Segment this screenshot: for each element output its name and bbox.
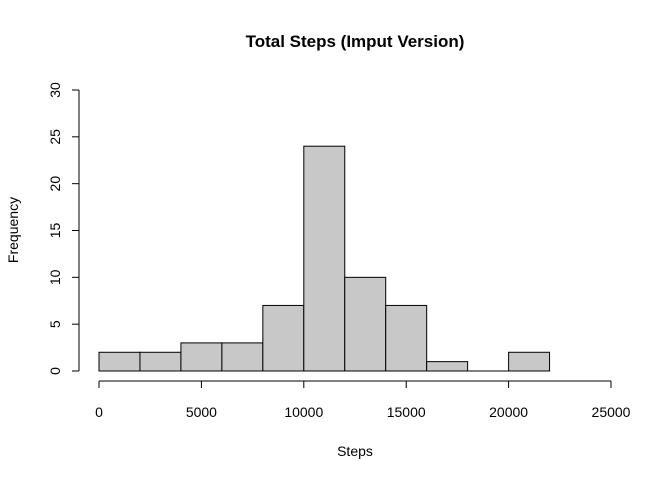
x-tick-label: 0 [95, 404, 103, 420]
x-tick-label: 15000 [387, 404, 426, 420]
histogram-bar [139, 351, 182, 372]
x-axis-label: Steps [337, 443, 373, 459]
y-tick-label: 5 [47, 320, 63, 328]
histogram-bar [303, 145, 346, 372]
y-tick-label: 20 [47, 176, 63, 192]
x-tick-label: 10000 [284, 404, 323, 420]
x-tick-label: 25000 [592, 404, 631, 420]
y-tick-label: 30 [47, 82, 63, 98]
x-tick-label: 20000 [489, 404, 528, 420]
histogram-bar [385, 304, 428, 372]
histogram-bar [508, 351, 551, 372]
histogram-bar [180, 342, 223, 372]
histogram-bar [426, 361, 469, 372]
chart-title: Total Steps (Imput Version) [246, 32, 465, 51]
y-tick-label: 15 [47, 223, 63, 239]
y-tick-label: 25 [47, 129, 63, 145]
x-axis: 0 5000 10000 15000 20000 25000 [95, 380, 631, 420]
x-tick-label: 5000 [186, 404, 217, 420]
histogram-bars [98, 145, 551, 372]
y-axis-label: Frequency [5, 197, 21, 263]
histogram-bar [221, 342, 264, 372]
histogram-bar [344, 276, 387, 372]
y-tick-label: 10 [47, 269, 63, 285]
histogram-bar [262, 304, 305, 372]
y-axis: 0 5 10 15 20 25 30 [47, 82, 80, 375]
histogram-bar [98, 351, 141, 372]
y-tick-label: 0 [47, 367, 63, 375]
